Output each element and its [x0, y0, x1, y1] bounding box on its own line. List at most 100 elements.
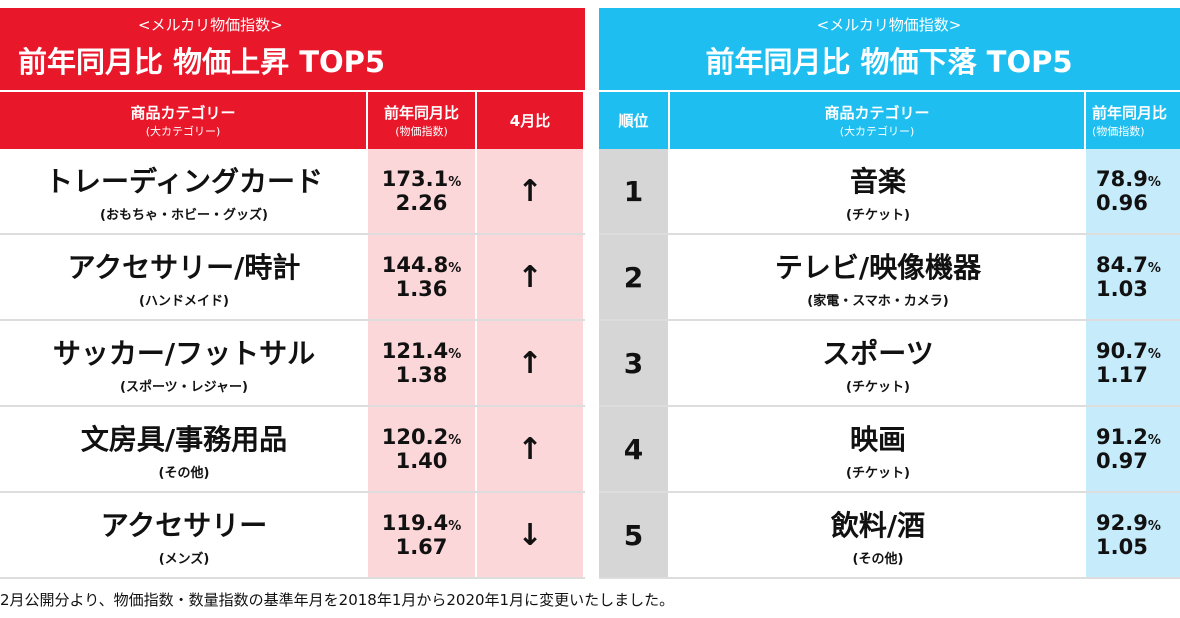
- april-change-cell: ↑: [477, 149, 585, 233]
- april-change-cell: ↑: [477, 235, 585, 319]
- yoy-cell: 84.7% 1.03: [1086, 235, 1180, 319]
- category-cell: アクセサリー/時計 (ハンドメイド): [0, 235, 368, 319]
- percent-unit: %: [448, 261, 462, 276]
- rank-cell: 5: [599, 493, 670, 577]
- fall-header: <メルカリ物価指数> 前年同月比 物価下落 TOP5: [599, 8, 1180, 90]
- price-index: 1.17: [1096, 363, 1148, 387]
- rank-cell: 4: [599, 407, 670, 491]
- category-group: (チケット): [846, 207, 910, 223]
- category-group: (スポーツ・レジャー): [120, 379, 248, 395]
- rise-subtitle: <メルカリ物価指数>: [138, 16, 283, 34]
- category-cell: サッカー/フットサル (スポーツ・レジャー): [0, 321, 368, 405]
- percent-unit: %: [448, 519, 462, 534]
- april-change-cell: ↓: [477, 493, 585, 577]
- table-row: アクセサリー (メンズ) 119.4% 1.67 ↓: [0, 493, 585, 579]
- yoy-percent-value: 78.9: [1096, 167, 1148, 191]
- percent-unit: %: [1147, 175, 1161, 190]
- col-rank: 順位: [599, 92, 670, 149]
- col-april: 4月比: [477, 92, 585, 149]
- category-name: 飲料/酒: [830, 508, 926, 542]
- category-group: (ハンドメイド): [139, 293, 229, 309]
- price-index: 1.40: [395, 449, 448, 473]
- col-april-label: 4月比: [509, 112, 551, 130]
- april-change-cell: ↑: [477, 321, 585, 405]
- percent-unit: %: [1147, 347, 1161, 362]
- footer-note: 2月公開分より、物価指数・数量指数の基準年月を2018年1月から2020年1月に…: [0, 591, 675, 609]
- percent-unit: %: [448, 347, 462, 362]
- yoy-percent-value: 144.8: [381, 253, 449, 277]
- yoy-percent: 92.9%: [1096, 511, 1161, 535]
- yoy-percent: 90.7%: [1096, 339, 1161, 363]
- price-index: 1.38: [395, 363, 448, 387]
- yoy-percent-value: 173.1: [381, 167, 449, 191]
- table-row: 文房具/事務用品 (その他) 120.2% 1.40 ↑: [0, 407, 585, 493]
- yoy-percent-value: 91.2: [1096, 425, 1148, 449]
- category-cell: 音楽 (チケット): [670, 149, 1086, 233]
- col-category-label: 商品カテゴリー: [824, 104, 930, 122]
- col-yoy-sub: (物価指数): [395, 125, 448, 138]
- yoy-percent-value: 119.4: [381, 511, 449, 535]
- yoy-cell: 119.4% 1.67: [368, 493, 477, 577]
- yoy-percent-value: 90.7: [1096, 339, 1148, 363]
- yoy-percent: 91.2%: [1096, 425, 1161, 449]
- yoy-cell: 90.7% 1.17: [1086, 321, 1180, 405]
- yoy-percent: 120.2%: [382, 425, 461, 449]
- yoy-percent-value: 92.9: [1096, 511, 1148, 535]
- col-yoy-label: 前年同月比: [383, 104, 459, 122]
- col-rank-label: 順位: [618, 112, 649, 130]
- arrow-up-icon: ↑: [517, 259, 543, 295]
- col-category-label: 商品カテゴリー: [130, 104, 236, 122]
- category-group: (その他): [158, 465, 210, 481]
- category-name: 映画: [849, 422, 906, 456]
- category-cell: 映画 (チケット): [670, 407, 1086, 491]
- price-index: 1.36: [395, 277, 448, 301]
- category-cell: 文房具/事務用品 (その他): [0, 407, 368, 491]
- rank-cell: 2: [599, 235, 670, 319]
- price-index: 1.67: [395, 535, 448, 559]
- yoy-cell: 144.8% 1.36: [368, 235, 477, 319]
- category-group: (メンズ): [158, 551, 210, 567]
- price-fall-table: <メルカリ物価指数> 前年同月比 物価下落 TOP5 順位 商品カテゴリー (大カ…: [599, 8, 1180, 579]
- col-category: 商品カテゴリー (大カテゴリー): [670, 92, 1086, 149]
- col-yoy: 前年同月比 (物価指数): [1086, 92, 1180, 149]
- category-cell: アクセサリー (メンズ): [0, 493, 368, 577]
- fall-title: 前年同月比 物価下落 TOP5: [705, 45, 1073, 79]
- percent-unit: %: [1147, 261, 1161, 276]
- rise-column-headers: 商品カテゴリー (大カテゴリー) 前年同月比 (物価指数) 4月比: [0, 90, 585, 149]
- fall-subtitle: <メルカリ物価指数>: [816, 16, 962, 34]
- category-cell: スポーツ (チケット): [670, 321, 1086, 405]
- table-row: 3 スポーツ (チケット) 90.7% 1.17: [599, 321, 1180, 407]
- price-index: 0.96: [1096, 191, 1148, 215]
- category-name: アクセサリー/時計: [67, 250, 301, 284]
- col-category-sub: (大カテゴリー): [839, 125, 915, 138]
- yoy-percent: 84.7%: [1096, 253, 1161, 277]
- yoy-percent: 119.4%: [382, 511, 461, 535]
- category-name: テレビ/映像機器: [774, 250, 982, 284]
- table-row: 1 音楽 (チケット) 78.9% 0.96: [599, 149, 1180, 235]
- col-yoy-label: 前年同月比: [1092, 104, 1168, 122]
- category-name: サッカー/フットサル: [52, 336, 316, 370]
- yoy-cell: 173.1% 2.26: [368, 149, 477, 233]
- yoy-cell: 91.2% 0.97: [1086, 407, 1180, 491]
- col-category: 商品カテゴリー (大カテゴリー): [0, 92, 368, 149]
- table-row: 2 テレビ/映像機器 (家電・スマホ・カメラ) 84.7% 1.03: [599, 235, 1180, 321]
- category-name: アクセサリー: [100, 508, 268, 542]
- table-row: 4 映画 (チケット) 91.2% 0.97: [599, 407, 1180, 493]
- category-group: (その他): [852, 551, 904, 567]
- arrow-down-icon: ↓: [517, 517, 543, 553]
- yoy-cell: 78.9% 0.96: [1086, 149, 1180, 233]
- category-name: 文房具/事務用品: [80, 422, 288, 456]
- yoy-percent: 144.8%: [382, 253, 461, 277]
- price-index: 0.97: [1096, 449, 1148, 473]
- arrow-up-icon: ↑: [517, 345, 543, 381]
- rank-cell: 3: [599, 321, 670, 405]
- category-group: (家電・スマホ・カメラ): [807, 293, 949, 309]
- yoy-percent: 78.9%: [1096, 167, 1161, 191]
- price-index: 1.05: [1096, 535, 1148, 559]
- price-index: 1.03: [1096, 277, 1148, 301]
- category-group: (チケット): [846, 465, 910, 481]
- price-index: 2.26: [395, 191, 448, 215]
- percent-unit: %: [448, 175, 462, 190]
- rise-title: 前年同月比 物価上昇 TOP5: [18, 45, 386, 79]
- category-name: スポーツ: [822, 336, 934, 370]
